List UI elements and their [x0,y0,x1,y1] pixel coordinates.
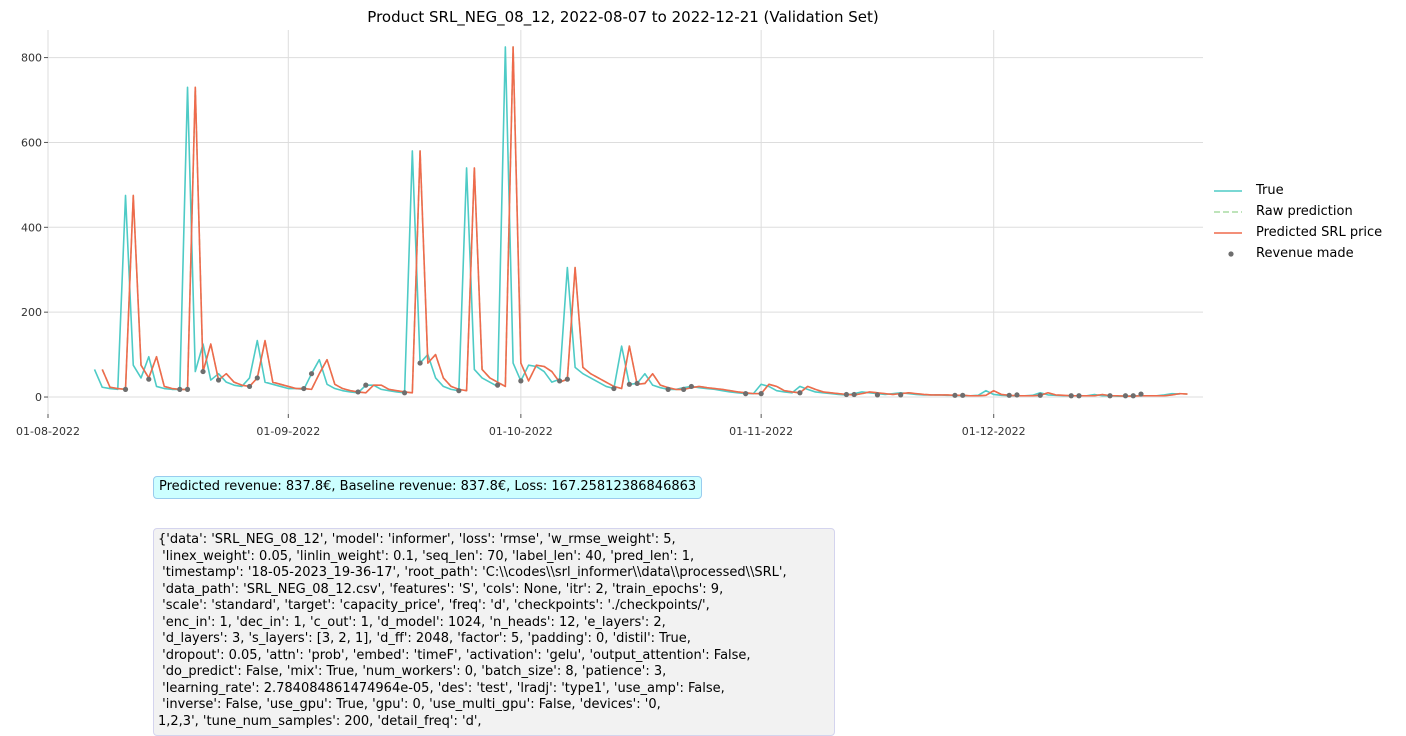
revenue-point [355,389,361,395]
revenue-point [401,390,408,396]
legend-key-predicted-srl-price [1214,231,1242,234]
x-tick-label: 01-09-2022 [256,425,320,438]
revenue-point [363,382,369,388]
revenue-point [665,386,671,392]
revenue-point [1130,393,1136,399]
chart-svg: 0 200 400 600 800 01-08-2022 01-09-2022 01-10-2… [16,30,1203,438]
chart-title: Product SRL_NEG_08_12, 2022-08-07 to 202… [367,8,879,26]
revenue-point [1076,393,1082,399]
legend: True Raw prediction Predicted SRL price … [1214,180,1382,264]
y-tick-label: 200 [21,306,42,319]
legend-key-revenue-made [1228,250,1234,257]
params-text: {'data': 'SRL_NEG_08_12', 'model': 'info… [153,528,835,736]
revenue-point [1122,393,1129,399]
series-line-predicted-srl-price [101,46,1188,397]
y-tick-label: 0 [35,391,42,404]
revenue-point [1014,392,1020,398]
revenue-point [688,383,694,390]
revenue-point [874,392,881,398]
y-tick-label: 600 [21,136,42,149]
revenue-point [557,378,563,384]
series-line-true [93,46,1180,397]
revenue-point [177,386,183,392]
legend-key-raw-prediction [1214,210,1242,213]
legend-label-raw-prediction: Raw prediction [1256,204,1353,219]
revenue-point [743,391,749,397]
revenue-point [952,392,958,398]
revenue-point [254,375,260,381]
revenue-point [843,391,850,398]
legend-label-revenue-made: Revenue made [1256,246,1354,261]
legend-item-revenue-made: Revenue made [1214,243,1382,264]
legend-key-true [1214,189,1242,192]
revenue-point [122,386,129,392]
revenue-point [1138,391,1144,397]
revenue-point [200,368,206,375]
legend-item-predicted-srl-price: Predicted SRL price [1214,222,1382,243]
legend-item-raw-prediction: Raw prediction [1214,201,1382,222]
revenue-point [184,386,191,392]
revenue-point [960,392,966,398]
revenue-point [564,376,570,382]
revenue-point [417,360,423,366]
legend-item-true: True [1214,180,1382,201]
revenue-point [1006,392,1012,398]
revenue-point [634,380,640,387]
x-tick-label: 01-08-2022 [16,425,80,438]
legend-label-true: True [1256,183,1284,198]
revenue-point [146,376,152,382]
grid-lines [47,30,1203,414]
series-layer [93,46,1188,399]
revenue-point [1068,393,1074,399]
revenue-point [898,392,904,398]
revenue-point [246,383,253,390]
revenue-point [851,391,857,398]
revenue-point [758,391,764,397]
revenue-point [456,388,462,394]
revenue-point [301,385,307,392]
y-tick-label: 800 [21,52,42,65]
axes: 0 200 400 600 800 01-08-2022 01-09-2022 01-10-2… [16,52,1026,438]
revenue-point [494,382,501,388]
revenue-point [215,377,222,383]
revenue-point [626,381,632,387]
revenue-point [308,371,315,377]
x-tick-label: 01-11-2022 [729,425,793,438]
revenue-point [1037,392,1043,398]
revenue-point [611,385,617,392]
x-tick-label: 01-10-2022 [489,425,553,438]
revenue-point [797,390,803,396]
revenue-summary: Predicted revenue: 837.8€, Baseline reve… [153,476,703,499]
revenue-point [681,386,687,392]
revenue-point [518,378,524,384]
revenue-point [1107,393,1113,399]
y-tick-label: 400 [21,221,42,234]
legend-label-predicted-srl-price: Predicted SRL price [1256,225,1383,240]
x-tick-label: 01-12-2022 [962,425,1026,438]
